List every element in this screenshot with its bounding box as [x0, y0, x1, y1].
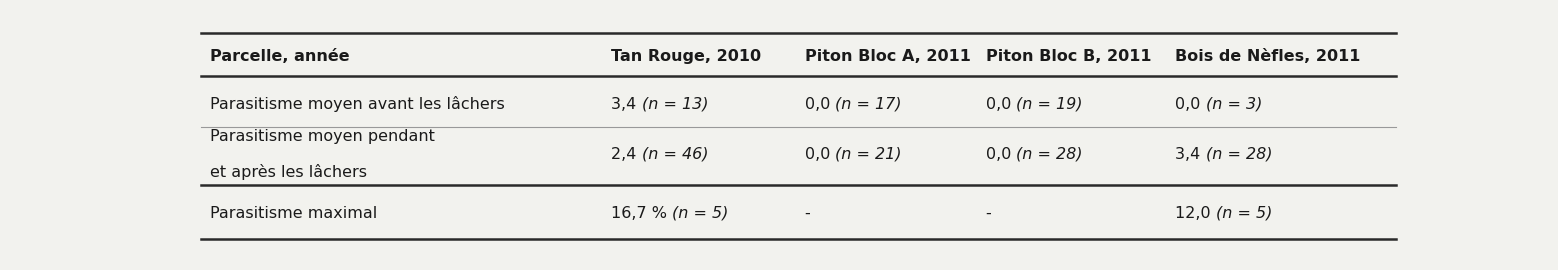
Text: Bois de Nèfles, 2011: Bois de Nèfles, 2011 — [1175, 49, 1360, 64]
Text: (n = 13): (n = 13) — [642, 97, 709, 112]
Text: 3,4: 3,4 — [1175, 147, 1206, 161]
Text: (n = 19): (n = 19) — [1016, 97, 1083, 112]
Text: (n = 21): (n = 21) — [835, 147, 902, 161]
Text: Parasitisme maximal: Parasitisme maximal — [210, 206, 377, 221]
Text: (n = 3): (n = 3) — [1206, 97, 1262, 112]
Text: (n = 5): (n = 5) — [1215, 206, 1273, 221]
Text: Piton Bloc B, 2011: Piton Bloc B, 2011 — [986, 49, 1151, 64]
Text: Parcelle, année: Parcelle, année — [210, 49, 351, 64]
Text: Piton Bloc A, 2011: Piton Bloc A, 2011 — [804, 49, 971, 64]
Text: Tan Rouge, 2010: Tan Rouge, 2010 — [611, 49, 762, 64]
Text: 0,0: 0,0 — [986, 97, 1016, 112]
Text: 12,0: 12,0 — [1175, 206, 1215, 221]
Text: -: - — [986, 206, 991, 221]
Text: Parasitisme moyen pendant: Parasitisme moyen pendant — [210, 129, 435, 144]
Text: 16,7 %: 16,7 % — [611, 206, 673, 221]
Text: -: - — [804, 206, 810, 221]
Text: (n = 28): (n = 28) — [1016, 147, 1083, 161]
Text: (n = 28): (n = 28) — [1206, 147, 1271, 161]
Text: 2,4: 2,4 — [611, 147, 642, 161]
Text: Parasitisme moyen avant les lâchers: Parasitisme moyen avant les lâchers — [210, 96, 505, 112]
Text: (n = 46): (n = 46) — [642, 147, 709, 161]
Text: 0,0: 0,0 — [986, 147, 1016, 161]
Text: (n = 17): (n = 17) — [835, 97, 902, 112]
Text: 0,0: 0,0 — [1175, 97, 1206, 112]
Text: 0,0: 0,0 — [804, 97, 835, 112]
Text: (n = 5): (n = 5) — [673, 206, 729, 221]
Text: et après les lâchers: et après les lâchers — [210, 164, 368, 180]
Text: 0,0: 0,0 — [804, 147, 835, 161]
Text: 3,4: 3,4 — [611, 97, 642, 112]
